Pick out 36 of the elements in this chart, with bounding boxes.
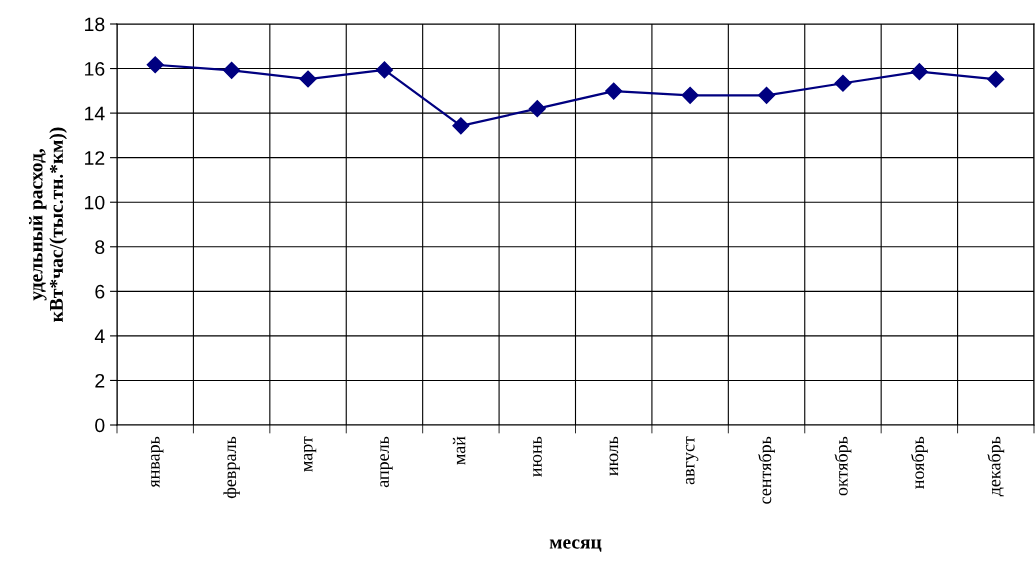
x-tick-label: сентябрь [758, 436, 775, 504]
point [299, 70, 317, 88]
y-tick-label: 2 [95, 373, 105, 388]
point [375, 61, 394, 79]
y-axis-title: удельный расход, кВт*час/(тыс.тн.*км)) [28, 127, 67, 322]
point [681, 86, 699, 104]
x-tick-label: январь [151, 436, 164, 488]
point [757, 86, 776, 104]
x-tick-label: март [303, 436, 317, 472]
y-tick-label: 14 [85, 106, 105, 121]
x-axis-title: месяц [549, 539, 602, 552]
x-tick-label: октябрь [834, 436, 852, 496]
x-tick-label: декабрь [987, 436, 1005, 497]
y-tick-label: 0 [95, 418, 105, 433]
point [910, 63, 928, 81]
x-tick-label: апрель [380, 436, 393, 488]
point [605, 82, 623, 100]
point [528, 100, 546, 118]
y-tick-label: 4 [94, 329, 105, 343]
x-tick-label: август [685, 436, 699, 485]
y-tick-label: 10 [85, 195, 105, 210]
x-tick-label: июль [609, 436, 619, 476]
point [223, 61, 241, 79]
y-tick-label: 6 [95, 284, 105, 299]
x-tick-label: май [452, 436, 466, 465]
point [834, 74, 852, 92]
y-tick-label: 16 [85, 62, 105, 76]
y-tick-label: 18 [85, 17, 105, 32]
x-tick-label: июнь [533, 436, 542, 477]
x-tick-label: ноябрь [910, 436, 928, 489]
point [987, 70, 1005, 88]
x-tick-label: февраль [223, 436, 240, 499]
point [146, 56, 164, 74]
y-tick-label: 8 [95, 240, 105, 255]
y-tick-label: 12 [85, 151, 105, 165]
point [452, 117, 470, 135]
